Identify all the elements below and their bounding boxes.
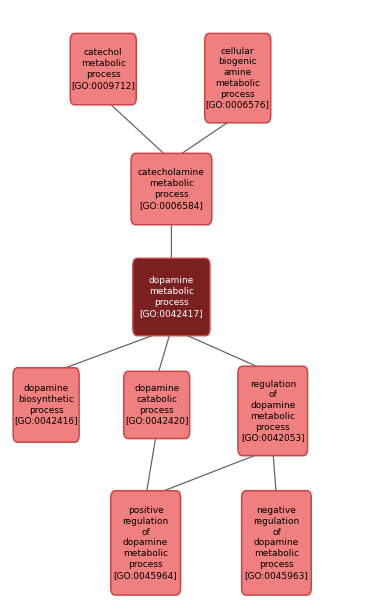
FancyBboxPatch shape (131, 154, 212, 225)
Text: catecholamine
metabolic
process
[GO:0006584]: catecholamine metabolic process [GO:0006… (138, 168, 205, 210)
Text: dopamine
biosynthetic
process
[GO:0042416]: dopamine biosynthetic process [GO:004241… (14, 384, 78, 425)
FancyBboxPatch shape (238, 366, 308, 456)
FancyBboxPatch shape (124, 371, 190, 439)
FancyBboxPatch shape (111, 491, 180, 595)
Text: regulation
of
dopamine
metabolic
process
[GO:0042053]: regulation of dopamine metabolic process… (241, 379, 305, 442)
FancyBboxPatch shape (205, 34, 271, 123)
FancyBboxPatch shape (242, 491, 311, 595)
Text: catechol
metabolic
process
[GO:0009712]: catechol metabolic process [GO:0009712] (71, 48, 135, 90)
Text: dopamine
catabolic
process
[GO:0042420]: dopamine catabolic process [GO:0042420] (125, 384, 188, 425)
FancyBboxPatch shape (70, 34, 136, 105)
FancyBboxPatch shape (133, 258, 210, 336)
Text: dopamine
metabolic
process
[GO:0042417]: dopamine metabolic process [GO:0042417] (139, 277, 203, 318)
Text: positive
regulation
of
dopamine
metabolic
process
[GO:0045964]: positive regulation of dopamine metaboli… (114, 506, 177, 580)
Text: cellular
biogenic
amine
metabolic
process
[GO:0006576]: cellular biogenic amine metabolic proces… (206, 47, 270, 110)
FancyBboxPatch shape (13, 368, 79, 442)
Text: negative
regulation
of
dopamine
metabolic
process
[GO:0045963]: negative regulation of dopamine metaboli… (244, 506, 308, 580)
